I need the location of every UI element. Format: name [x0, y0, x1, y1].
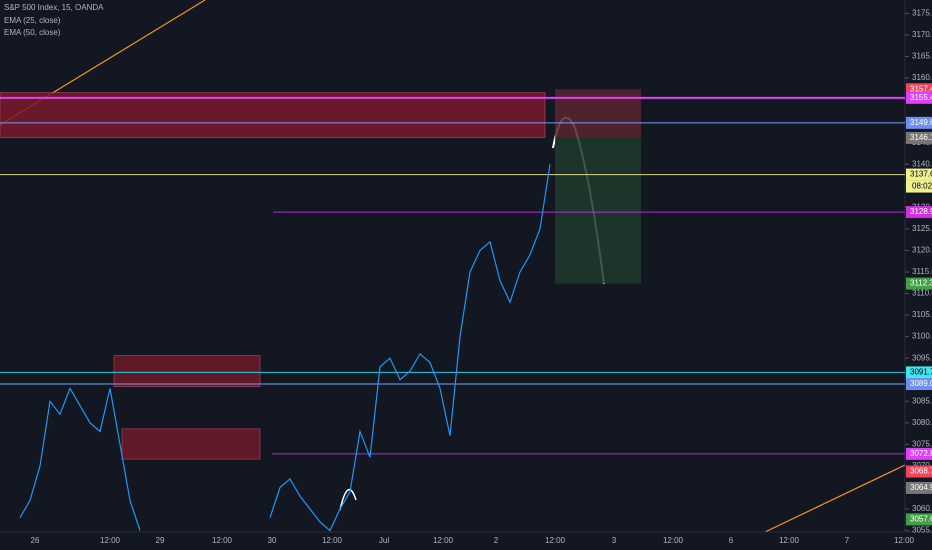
- x-tick-label: 12:00: [894, 536, 915, 545]
- x-tick-label: 26: [31, 536, 40, 545]
- price-tag-label: 3112.3: [910, 279, 932, 288]
- y-tick-label: 3105.0: [912, 310, 932, 319]
- y-tick-label: 3120.0: [912, 246, 932, 255]
- y-tick-label: 3140.0: [912, 159, 932, 168]
- y-tick-label: 3055.0: [912, 526, 932, 535]
- x-tick-label: 12:00: [545, 536, 566, 545]
- price-tag: [906, 91, 932, 104]
- trend-line: [764, 464, 906, 533]
- zone: [555, 137, 641, 284]
- x-tick-label: 7: [845, 536, 850, 545]
- indicator-label: EMA (50, close): [4, 28, 61, 37]
- x-tick-label: 12:00: [433, 536, 454, 545]
- y-tick-label: 3170.0: [912, 30, 932, 39]
- x-tick-label: 12:00: [779, 536, 800, 545]
- projection-curve: [339, 488, 357, 511]
- price-tag: [906, 277, 932, 290]
- countdown-tag: [906, 180, 932, 193]
- y-tick-label: 3060.0: [912, 504, 932, 513]
- y-tick-label: 3160.0: [912, 73, 932, 82]
- price-tag: [906, 481, 932, 494]
- y-tick-label: 3175.0: [912, 8, 932, 17]
- y-tick-label: 3115.0: [912, 267, 932, 276]
- price-tag-label: 3128.9: [910, 207, 932, 216]
- indicator-label: EMA (25, close): [4, 16, 61, 25]
- chart-title: S&P 500 Index, 15, OANDA: [4, 3, 104, 12]
- price-tag: [906, 447, 932, 460]
- x-tick-label: 29: [156, 536, 165, 545]
- zone: [121, 428, 261, 460]
- x-tick-label: 6: [729, 536, 734, 545]
- price-tag: [906, 131, 932, 144]
- y-tick-label: 3080.0: [912, 418, 932, 427]
- price-tag-label: 3146.1: [910, 133, 932, 142]
- y-tick-label: 3095.0: [912, 353, 932, 362]
- x-tick-label: 3: [612, 536, 617, 545]
- price-tag-label: 3057.6: [910, 515, 932, 524]
- x-tick-label: 12:00: [322, 536, 343, 545]
- y-tick-label: 3110.0: [912, 289, 932, 298]
- price-tag: [906, 513, 932, 526]
- y-tick-label: 3100.0: [912, 332, 932, 341]
- price-tag-label: 3149.6: [910, 118, 932, 127]
- y-tick-label: 3125.0: [912, 224, 932, 233]
- price-tag: [906, 168, 932, 181]
- x-tick-label: 30: [268, 536, 277, 545]
- price-tag-label: 3155.4: [910, 93, 932, 102]
- price-tag-label: 3064.9: [910, 483, 932, 492]
- x-tick-label: 12:00: [663, 536, 684, 545]
- price-tag-label: 3089.0: [910, 379, 932, 388]
- x-tick-label: 12:00: [100, 536, 121, 545]
- countdown-label: 08:02: [912, 182, 932, 191]
- price-line: [19, 164, 551, 532]
- price-tag: [906, 465, 932, 478]
- x-tick-label: 2: [494, 536, 499, 545]
- y-tick-label: 3165.0: [912, 52, 932, 61]
- price-tag-label: 3072.8: [910, 449, 932, 458]
- y-tick-label: 3075.0: [912, 440, 932, 449]
- x-tick-label: 12:00: [212, 536, 233, 545]
- price-tag: [906, 378, 932, 391]
- price-tag: [906, 366, 932, 379]
- zone: [555, 89, 641, 138]
- zone: [0, 92, 546, 138]
- price-tag-label: 3068.7: [910, 467, 932, 476]
- price-tag: [906, 206, 932, 219]
- x-tick-label: Jul: [379, 536, 389, 545]
- price-tag-label: 3157.4: [910, 84, 932, 93]
- y-tick-label: 3085.0: [912, 396, 932, 405]
- price-tag-label: 3091.7: [910, 368, 932, 377]
- zone: [113, 355, 261, 387]
- price-tag-label: 3137.6: [910, 170, 932, 179]
- price-tag: [906, 116, 932, 129]
